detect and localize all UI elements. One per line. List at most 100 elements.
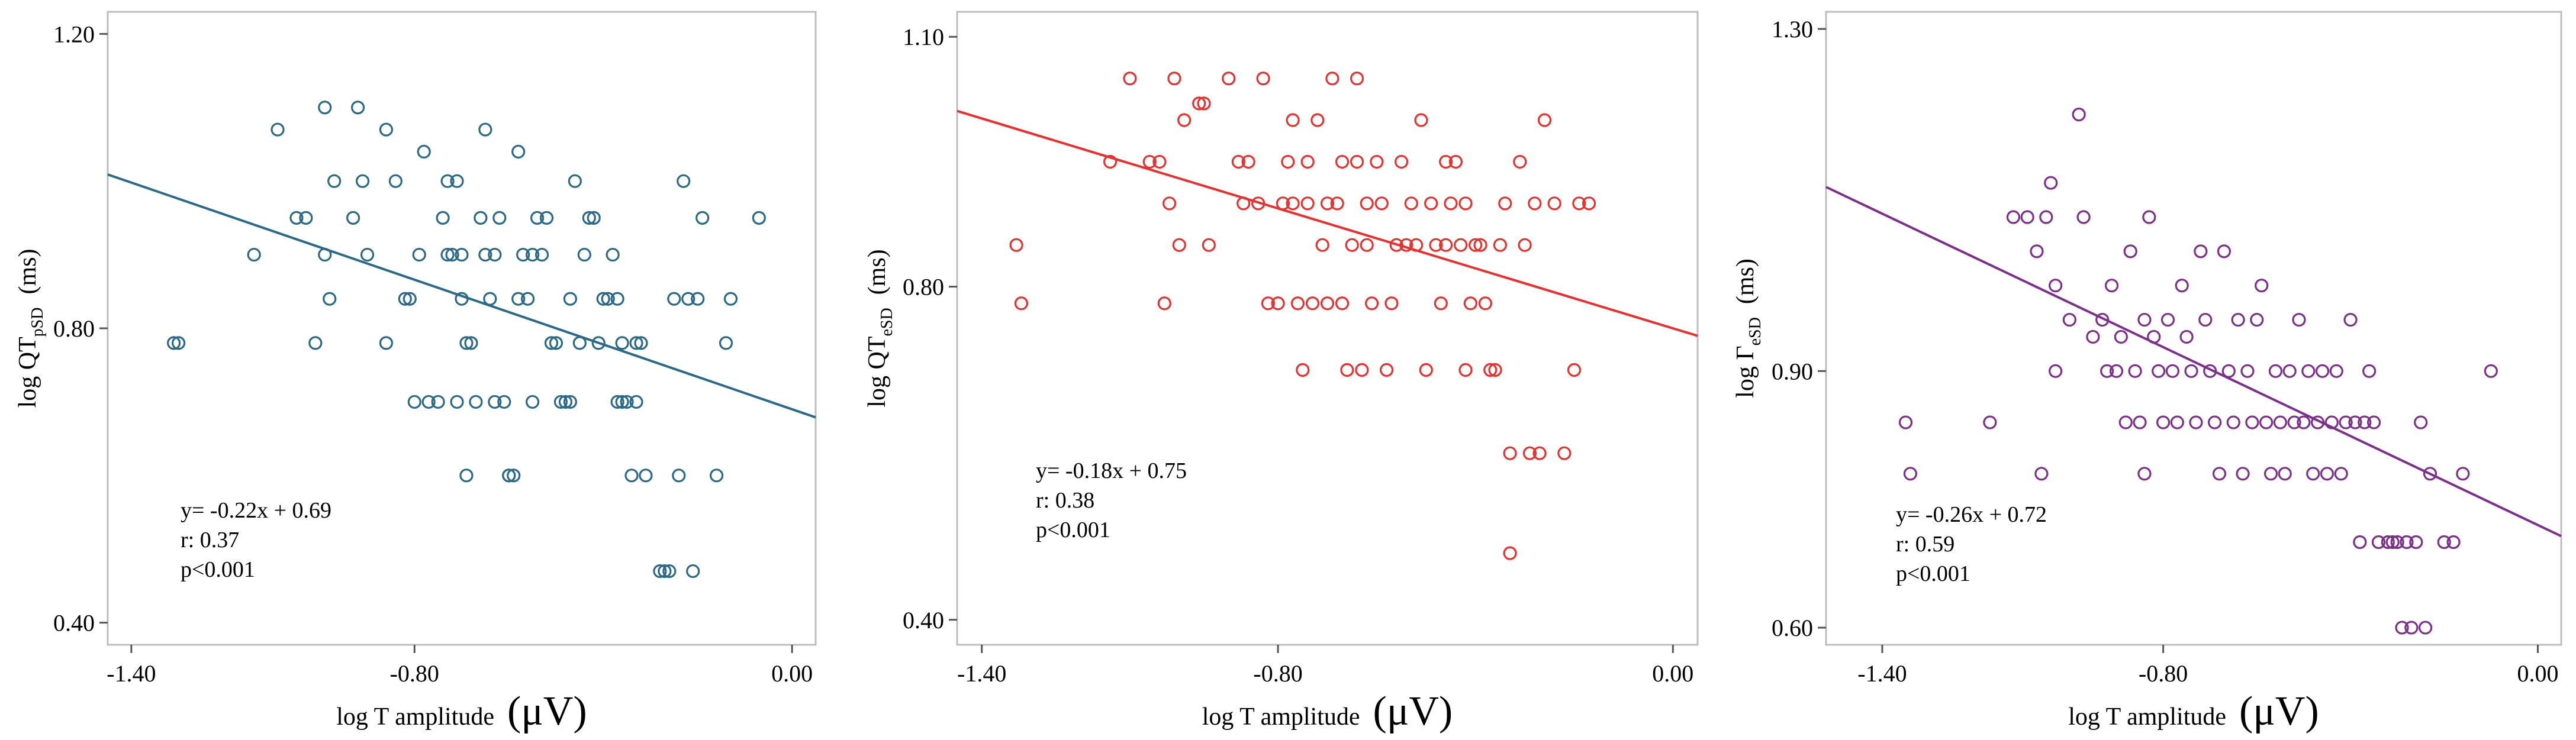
data-point — [1172, 238, 1186, 252]
data-point — [440, 174, 455, 188]
data-point — [1286, 113, 1300, 127]
data-point — [1345, 238, 1359, 252]
data-point — [421, 395, 436, 409]
data-point — [568, 174, 582, 188]
data-point — [1325, 72, 1339, 86]
data-point — [2152, 364, 2166, 378]
data-point — [1360, 196, 1374, 211]
data-point — [2362, 364, 2377, 378]
data-point — [323, 292, 337, 306]
data-point — [1355, 363, 1369, 377]
data-point — [582, 211, 596, 225]
x-tick-label: -0.80 — [2139, 660, 2188, 687]
x-tick-label: -0.80 — [1253, 660, 1302, 687]
data-point — [2381, 535, 2395, 550]
data-point — [2236, 467, 2250, 481]
x-tick-label: 0.00 — [771, 660, 813, 687]
data-point — [2263, 467, 2278, 481]
y-tick-label: 0.60 — [1772, 615, 1813, 641]
data-point — [1320, 296, 1335, 311]
stats-annotation-line: r: 0.37 — [181, 528, 239, 552]
regression-line — [107, 173, 816, 419]
data-point — [2240, 364, 2255, 378]
data-point — [667, 292, 681, 306]
data-point — [2320, 467, 2334, 481]
data-point — [497, 395, 511, 409]
data-point — [1231, 154, 1245, 169]
data-point — [2118, 415, 2133, 429]
data-point — [1320, 196, 1335, 211]
data-point — [271, 122, 285, 137]
data-point — [1157, 296, 1171, 311]
data-point — [1281, 154, 1295, 169]
data-point — [1384, 296, 1399, 311]
data-point — [327, 174, 342, 188]
y-tick-label: 1.20 — [53, 21, 95, 47]
data-point — [1537, 113, 1552, 127]
x-axis-label-unit: (μV) — [2239, 689, 2319, 734]
data-point — [412, 247, 426, 262]
data-point — [534, 247, 549, 262]
data-point — [2446, 535, 2461, 550]
data-point — [1374, 196, 1389, 211]
data-point — [2049, 279, 2063, 293]
y-tick-label: 0.40 — [53, 610, 95, 636]
data-point — [516, 247, 530, 262]
data-point — [1202, 238, 1216, 252]
data-point — [1256, 72, 1270, 86]
x-tick-label: -1.40 — [107, 660, 156, 687]
data-point — [289, 211, 304, 225]
y-axis-label-subscript: eSD — [878, 308, 896, 336]
data-point — [615, 336, 629, 350]
data-point — [2076, 210, 2091, 224]
data-point — [525, 395, 540, 409]
stats-annotation-line: y= -0.26x + 0.72 — [1896, 502, 2047, 527]
x-tick-label: -1.40 — [957, 660, 1006, 687]
data-point — [1503, 446, 1517, 460]
data-point — [1469, 238, 1483, 252]
data-point — [2133, 415, 2147, 429]
data-point — [2179, 329, 2194, 344]
stats-annotation-line: p<0.001 — [181, 557, 255, 582]
data-point — [1335, 296, 1350, 311]
data-point — [1364, 296, 1379, 311]
data-point — [2385, 535, 2400, 550]
data-point — [1898, 415, 1913, 429]
data-point — [1528, 196, 1542, 211]
data-point — [1335, 154, 1350, 169]
y-axis-label-unit: (ms) — [864, 249, 891, 295]
x-axis-label: log T amplitude (μV) — [2068, 689, 2319, 734]
data-point — [2212, 467, 2227, 481]
data-point — [1567, 363, 1582, 377]
data-point — [1473, 238, 1487, 252]
data-point — [1483, 363, 1498, 377]
data-point — [1014, 296, 1029, 311]
data-point — [2268, 364, 2283, 378]
data-point — [469, 395, 483, 409]
data-point — [1903, 467, 1917, 481]
data-point — [507, 468, 521, 483]
data-point — [2287, 415, 2301, 429]
x-axis-label-unit: (μV) — [1373, 689, 1453, 734]
data-point — [1448, 154, 1463, 169]
data-point — [620, 395, 634, 409]
data-point — [247, 247, 261, 262]
data-point — [402, 292, 417, 306]
data-point — [2072, 107, 2086, 122]
data-point — [450, 395, 464, 409]
data-point — [360, 247, 375, 262]
data-point — [2395, 621, 2409, 635]
data-point — [2414, 415, 2428, 429]
data-point — [478, 122, 492, 137]
data-point — [2334, 467, 2348, 481]
regression-line — [1825, 186, 2562, 538]
data-point — [686, 564, 700, 579]
data-point — [2175, 279, 2189, 293]
data-point — [417, 144, 431, 159]
data-point — [2245, 415, 2259, 429]
data-point — [1557, 446, 1572, 460]
data-point — [662, 564, 677, 579]
plot-frame — [1825, 11, 2562, 646]
data-point — [398, 292, 412, 306]
data-point — [2292, 312, 2306, 327]
